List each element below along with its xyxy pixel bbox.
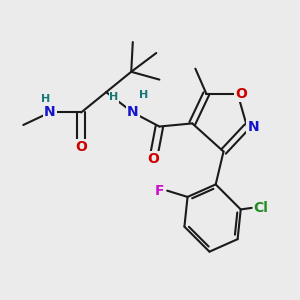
Text: O: O (147, 152, 159, 167)
Text: O: O (75, 140, 87, 154)
Text: H: H (110, 92, 118, 102)
Text: H: H (139, 90, 148, 100)
Text: H: H (40, 94, 50, 104)
Text: N: N (44, 106, 56, 119)
Text: Cl: Cl (254, 201, 268, 215)
Text: N: N (127, 106, 139, 119)
Text: F: F (154, 184, 164, 198)
Text: N: N (248, 119, 259, 134)
Text: O: O (235, 87, 247, 101)
